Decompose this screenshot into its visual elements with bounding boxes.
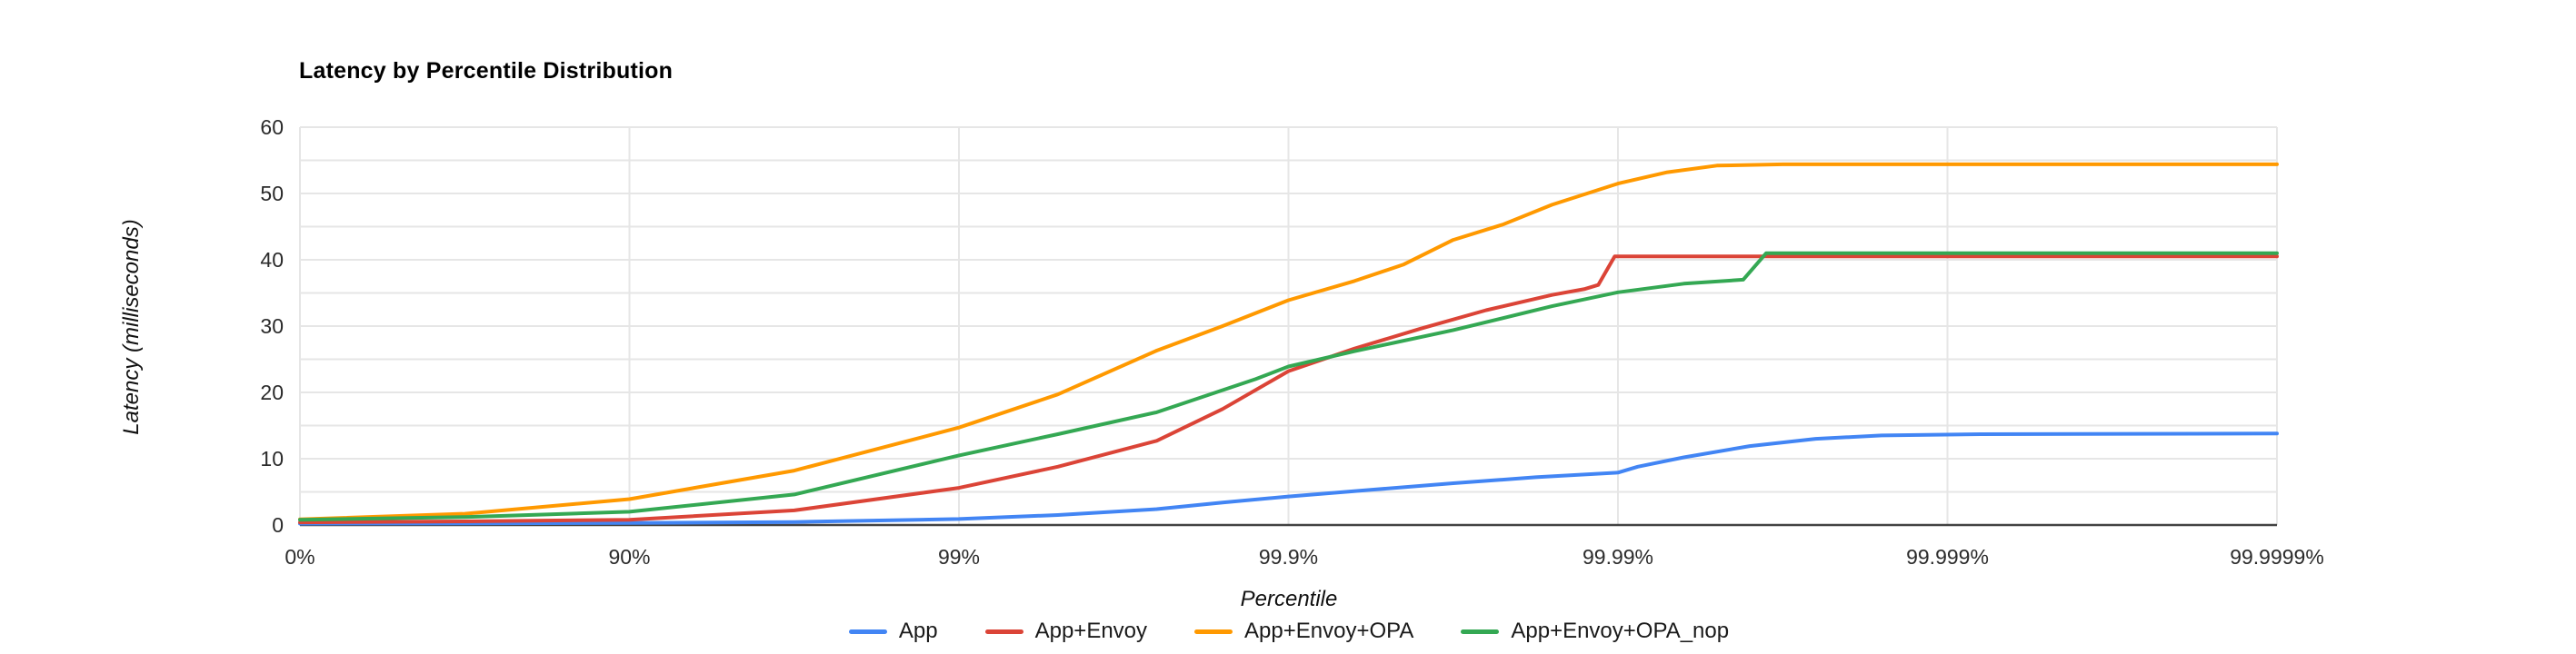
x-axis-title: Percentile <box>1240 587 1338 611</box>
y-tick-label-0: 0 <box>272 513 284 537</box>
y-tick-label-50: 50 <box>260 182 284 205</box>
legend-label-app-envoy: App+Envoy <box>1034 619 1148 643</box>
legend-label-app-envoy-opa-nop: App+Envoy+OPA_nop <box>1511 619 1730 643</box>
legend-item-app[interactable]: App <box>848 619 938 644</box>
series-line-app-envoy-opa-nop <box>298 251 2279 522</box>
x-tick-label-99.9999%: 99.9999% <box>2230 545 2324 569</box>
x-tick-label-0%: 0% <box>285 545 315 569</box>
y-tick-label-30: 30 <box>260 314 284 338</box>
series-line-app <box>298 431 2279 526</box>
x-tick-label-99.999%: 99.999% <box>1906 545 1989 569</box>
legend-label-app: App <box>898 619 938 643</box>
x-tick-label-99%: 99% <box>937 545 981 569</box>
y-tick-label-40: 40 <box>260 248 284 272</box>
legend-item-app-envoy-opa-nop[interactable]: App+Envoy+OPA_nop <box>1461 619 1729 644</box>
series-line-app-envoy-opa <box>298 162 2279 521</box>
legend-swatch-icon-app <box>848 629 887 634</box>
y-tick-label-60: 60 <box>260 115 284 139</box>
legend-swatch-icon-app-envoy-opa-nop <box>1461 629 1500 634</box>
y-tick-label-10: 10 <box>260 447 284 471</box>
chart-legend: App App+Envoy App+Envoy+OPA App+Envoy+OPA_n… <box>300 616 2278 647</box>
x-tick-label-99.9%: 99.9% <box>1258 545 1319 569</box>
legend-item-app-envoy-opa[interactable]: App+Envoy+OPA <box>1194 619 1413 644</box>
legend-label-app-envoy-opa: App+Envoy+OPA <box>1244 619 1414 643</box>
x-tick-label-99.99%: 99.99% <box>1582 545 1653 569</box>
chart-title: Latency by Percentile Distribution <box>299 58 674 84</box>
y-tick-label-20: 20 <box>260 381 284 404</box>
legend-swatch-icon-app-envoy-opa <box>1194 629 1233 634</box>
legend-swatch-icon-app-envoy <box>984 629 1023 634</box>
legend-item-app-envoy[interactable]: App+Envoy <box>984 619 1148 644</box>
x-tick-label-90%: 90% <box>608 545 651 569</box>
